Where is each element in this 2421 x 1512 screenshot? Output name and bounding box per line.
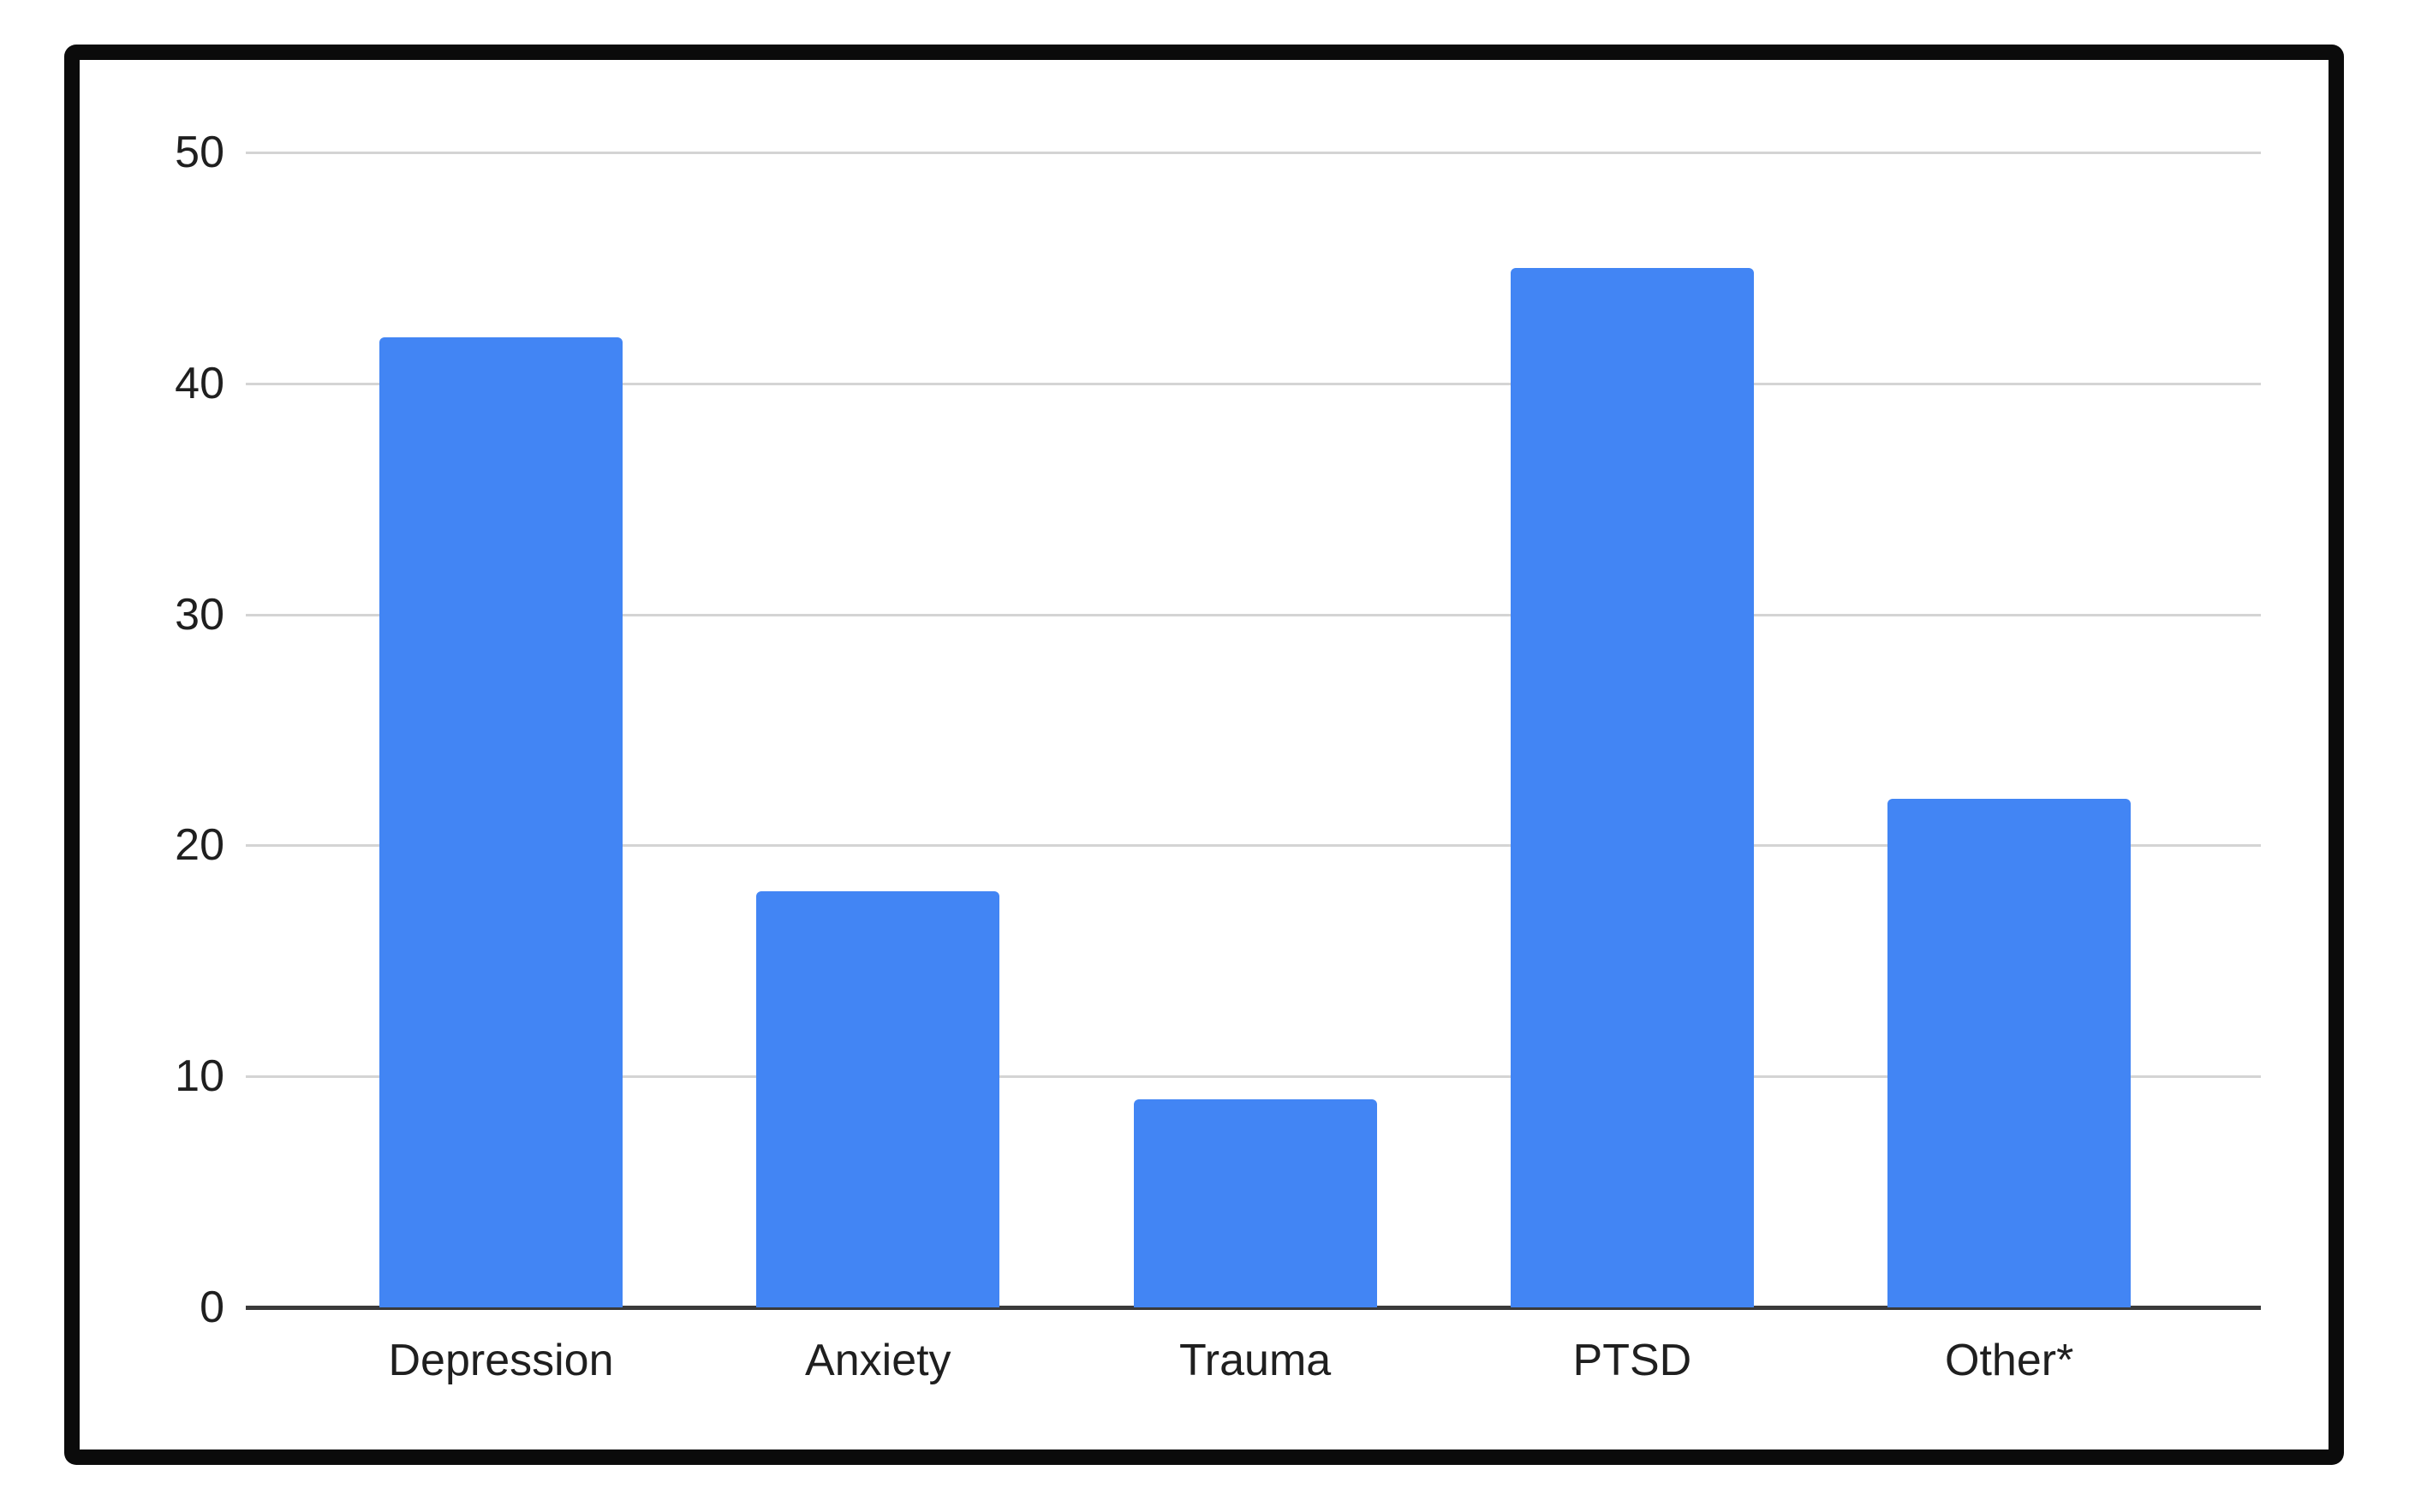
gridline xyxy=(246,613,2261,616)
gridline xyxy=(246,844,2261,848)
y-tick-label: 50 xyxy=(175,128,224,177)
x-category-label: Anxiety xyxy=(805,1336,951,1385)
bar-depression xyxy=(379,336,623,1307)
y-tick-label: 30 xyxy=(175,589,224,640)
x-category-label: Depression xyxy=(388,1336,614,1385)
plot-area xyxy=(246,152,2261,1310)
x-axis-baseline xyxy=(246,1306,2261,1310)
chart-frame: 0 10 20 30 40 50 Depression Anxiety Trauma PTSD O… xyxy=(64,45,2344,1465)
bar-anxiety xyxy=(756,891,1000,1307)
y-tick-label: 0 xyxy=(200,1283,224,1332)
gridline xyxy=(246,152,2261,154)
bar-ptsd xyxy=(1510,267,1754,1307)
bar-chart: 0 10 20 30 40 50 Depression Anxiety Trauma PTSD O… xyxy=(80,60,2329,1449)
x-category-label: PTSD xyxy=(1572,1336,1692,1385)
y-tick-label: 20 xyxy=(175,820,224,871)
gridline xyxy=(246,382,2261,385)
x-category-label: Trauma xyxy=(1178,1336,1332,1385)
y-tick-label: 40 xyxy=(175,358,224,408)
y-tick-label: 10 xyxy=(175,1051,224,1102)
gridline xyxy=(246,1075,2261,1079)
x-category-label: Other* xyxy=(1945,1336,2074,1385)
bar-other xyxy=(1887,799,2132,1307)
bar-trauma xyxy=(1133,1099,1377,1307)
